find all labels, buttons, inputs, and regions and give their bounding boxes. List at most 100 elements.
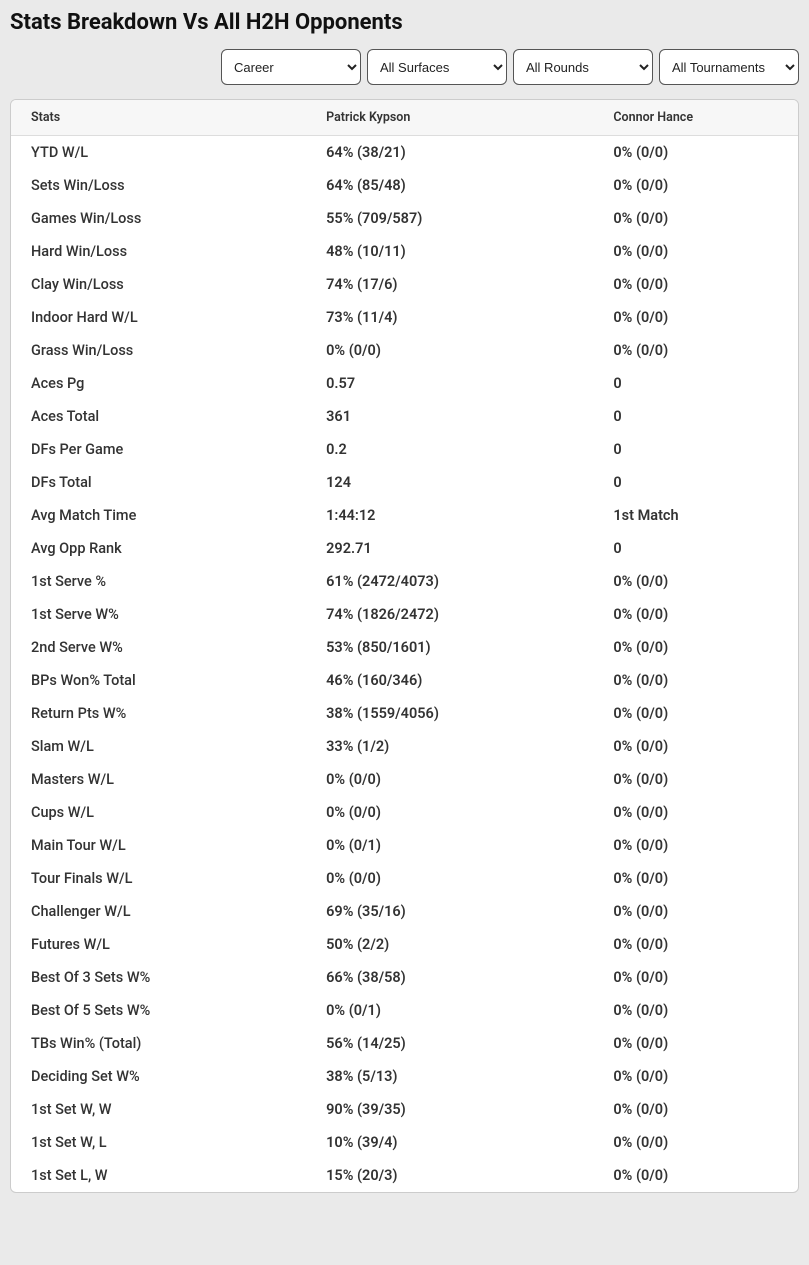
- stat-value-cell: 124: [306, 466, 593, 499]
- stat-value-cell: 64% (85/48): [306, 169, 593, 202]
- table-row: Hard Win/Loss48% (10/11)0% (0/0): [11, 235, 798, 268]
- table-row: Aces Pg0.570: [11, 367, 798, 400]
- stat-value-cell: 0% (0/0): [593, 268, 798, 301]
- stat-value-cell: 0% (0/0): [593, 136, 798, 170]
- table-row: Tour Finals W/L0% (0/0)0% (0/0): [11, 862, 798, 895]
- stat-value-cell: 69% (35/16): [306, 895, 593, 928]
- stat-name-cell: 1st Set L, W: [11, 1159, 306, 1192]
- round-select[interactable]: All Rounds: [513, 49, 653, 85]
- stat-value-cell: 0% (0/0): [593, 334, 798, 367]
- stat-name-cell: Masters W/L: [11, 763, 306, 796]
- table-row: Avg Opp Rank292.710: [11, 532, 798, 565]
- stat-value-cell: 0.57: [306, 367, 593, 400]
- stat-value-cell: 90% (39/35): [306, 1093, 593, 1126]
- table-row: Games Win/Loss55% (709/587)0% (0/0): [11, 202, 798, 235]
- stat-value-cell: 38% (1559/4056): [306, 697, 593, 730]
- stat-value-cell: 1:44:12: [306, 499, 593, 532]
- table-row: Return Pts W%38% (1559/4056)0% (0/0): [11, 697, 798, 730]
- stat-name-cell: YTD W/L: [11, 136, 306, 170]
- stat-value-cell: 0% (0/0): [593, 301, 798, 334]
- stat-name-cell: Indoor Hard W/L: [11, 301, 306, 334]
- stat-name-cell: Return Pts W%: [11, 697, 306, 730]
- stat-value-cell: 0: [593, 466, 798, 499]
- stat-name-cell: TBs Win% (Total): [11, 1027, 306, 1060]
- stat-value-cell: 0: [593, 367, 798, 400]
- stat-name-cell: DFs Per Game: [11, 433, 306, 466]
- stat-name-cell: Slam W/L: [11, 730, 306, 763]
- stat-value-cell: 0% (0/0): [593, 202, 798, 235]
- stat-name-cell: Challenger W/L: [11, 895, 306, 928]
- table-row: Cups W/L0% (0/0)0% (0/0): [11, 796, 798, 829]
- col-header-player1: Patrick Kypson: [306, 100, 593, 136]
- table-row: 1st Serve W%74% (1826/2472)0% (0/0): [11, 598, 798, 631]
- col-header-player2: Connor Hance: [593, 100, 798, 136]
- stat-value-cell: 50% (2/2): [306, 928, 593, 961]
- stat-value-cell: 0% (0/0): [593, 598, 798, 631]
- table-row: 1st Set L, W15% (20/3)0% (0/0): [11, 1159, 798, 1192]
- stat-value-cell: 73% (11/4): [306, 301, 593, 334]
- stats-table: Stats Patrick Kypson Connor Hance YTD W/…: [11, 100, 798, 1192]
- stat-value-cell: 0% (0/0): [593, 697, 798, 730]
- stat-value-cell: 74% (1826/2472): [306, 598, 593, 631]
- stats-card: Stats Patrick Kypson Connor Hance YTD W/…: [10, 99, 799, 1193]
- stat-value-cell: 38% (5/13): [306, 1060, 593, 1093]
- table-row: Masters W/L0% (0/0)0% (0/0): [11, 763, 798, 796]
- stat-name-cell: Avg Match Time: [11, 499, 306, 532]
- table-row: BPs Won% Total46% (160/346)0% (0/0): [11, 664, 798, 697]
- table-row: Deciding Set W%38% (5/13)0% (0/0): [11, 1060, 798, 1093]
- table-row: Slam W/L33% (1/2)0% (0/0): [11, 730, 798, 763]
- table-row: TBs Win% (Total)56% (14/25)0% (0/0): [11, 1027, 798, 1060]
- stat-value-cell: 0% (0/0): [593, 862, 798, 895]
- table-row: 1st Set W, W90% (39/35)0% (0/0): [11, 1093, 798, 1126]
- stat-name-cell: Best Of 5 Sets W%: [11, 994, 306, 1027]
- stat-value-cell: 0% (0/0): [593, 1093, 798, 1126]
- stat-value-cell: 0% (0/0): [593, 1126, 798, 1159]
- table-row: 2nd Serve W%53% (850/1601)0% (0/0): [11, 631, 798, 664]
- col-header-stats: Stats: [11, 100, 306, 136]
- stat-value-cell: 0% (0/1): [306, 994, 593, 1027]
- stat-value-cell: 0% (0/0): [306, 763, 593, 796]
- stat-name-cell: 1st Serve W%: [11, 598, 306, 631]
- stat-value-cell: 0% (0/0): [593, 796, 798, 829]
- stat-value-cell: 0% (0/0): [593, 235, 798, 268]
- stat-value-cell: 0% (0/0): [593, 664, 798, 697]
- stat-value-cell: 0% (0/0): [593, 829, 798, 862]
- stat-value-cell: 0% (0/0): [306, 334, 593, 367]
- stat-value-cell: 0% (0/0): [593, 730, 798, 763]
- stat-value-cell: 0% (0/0): [593, 565, 798, 598]
- table-row: Main Tour W/L0% (0/1)0% (0/0): [11, 829, 798, 862]
- table-row: 1st Serve %61% (2472/4073)0% (0/0): [11, 565, 798, 598]
- stat-value-cell: 0% (0/1): [306, 829, 593, 862]
- stat-name-cell: 2nd Serve W%: [11, 631, 306, 664]
- page-title: Stats Breakdown Vs All H2H Opponents: [10, 10, 799, 35]
- table-row: Futures W/L50% (2/2)0% (0/0): [11, 928, 798, 961]
- tournament-select[interactable]: All Tournaments: [659, 49, 799, 85]
- period-select[interactable]: Career: [221, 49, 361, 85]
- stat-name-cell: Cups W/L: [11, 796, 306, 829]
- table-row: DFs Total1240: [11, 466, 798, 499]
- stat-value-cell: 0% (0/0): [593, 961, 798, 994]
- table-row: 1st Set W, L10% (39/4)0% (0/0): [11, 1126, 798, 1159]
- stat-value-cell: 66% (38/58): [306, 961, 593, 994]
- table-row: DFs Per Game0.20: [11, 433, 798, 466]
- stat-value-cell: 0.2: [306, 433, 593, 466]
- stat-value-cell: 0: [593, 433, 798, 466]
- stat-name-cell: 1st Set W, L: [11, 1126, 306, 1159]
- stat-value-cell: 0% (0/0): [593, 1159, 798, 1192]
- table-row: Grass Win/Loss0% (0/0)0% (0/0): [11, 334, 798, 367]
- stat-value-cell: 0: [593, 532, 798, 565]
- filters-bar: Career All Surfaces All Rounds All Tourn…: [10, 49, 799, 85]
- table-row: YTD W/L64% (38/21)0% (0/0): [11, 136, 798, 170]
- stat-value-cell: 1st Match: [593, 499, 798, 532]
- stat-value-cell: 0% (0/0): [593, 1060, 798, 1093]
- stat-value-cell: 0% (0/0): [306, 862, 593, 895]
- stat-value-cell: 0% (0/0): [593, 895, 798, 928]
- stat-value-cell: 0% (0/0): [593, 763, 798, 796]
- stat-value-cell: 61% (2472/4073): [306, 565, 593, 598]
- stat-name-cell: Tour Finals W/L: [11, 862, 306, 895]
- stat-name-cell: Hard Win/Loss: [11, 235, 306, 268]
- stat-value-cell: 0% (0/0): [593, 994, 798, 1027]
- stat-name-cell: Deciding Set W%: [11, 1060, 306, 1093]
- stat-value-cell: 0% (0/0): [593, 928, 798, 961]
- surface-select[interactable]: All Surfaces: [367, 49, 507, 85]
